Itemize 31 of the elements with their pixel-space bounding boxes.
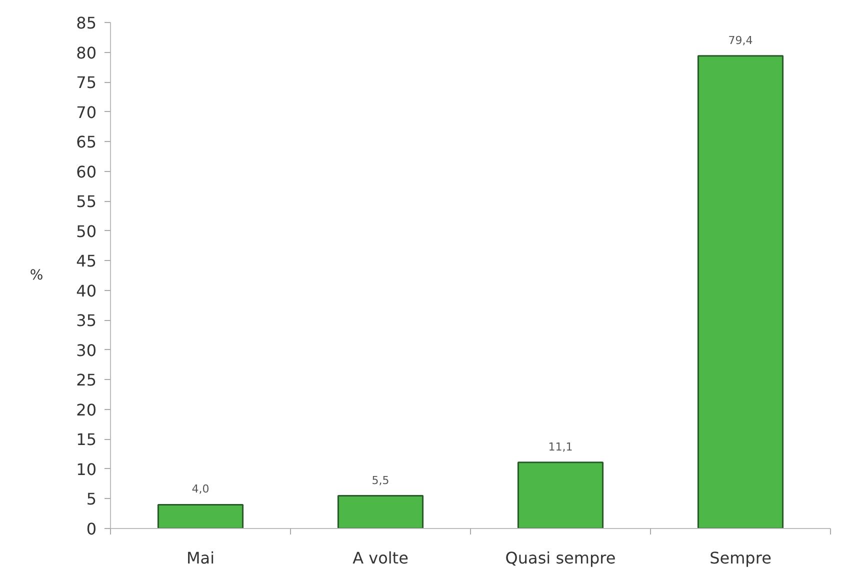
y-tick-label: 40 — [76, 281, 96, 300]
y-tick-label: 55 — [76, 192, 96, 212]
x-tick-label: Quasi sempre — [505, 548, 616, 568]
y-tick-label: 0 — [86, 520, 97, 538]
data-label: 11,1 — [548, 440, 573, 454]
y-tick-label: 30 — [76, 340, 96, 360]
x-tick-label: A volte — [352, 548, 408, 568]
data-label: 4,0 — [192, 482, 210, 496]
y-tick-label: 75 — [76, 73, 96, 92]
data-label: 5,5 — [372, 474, 390, 487]
y-tick-label: 70 — [76, 102, 96, 122]
y-tick-label: 5 — [86, 490, 97, 509]
y-tick-label: 60 — [76, 162, 96, 182]
bar — [337, 495, 424, 528]
y-tick-label: 15 — [76, 430, 96, 450]
y-tick-label: 10 — [76, 460, 96, 479]
bar — [157, 504, 244, 528]
y-tick-label: 25 — [76, 370, 96, 390]
data-label: 79,4 — [728, 34, 753, 47]
y-tick-label: 85 — [76, 14, 96, 32]
x-tick-label: Mai — [186, 548, 215, 568]
x-tick-label: Sempre — [710, 548, 772, 568]
y-tick-label: 80 — [76, 43, 96, 62]
y-axis-title: % — [30, 268, 44, 284]
bar — [517, 462, 604, 528]
y-tick-label: 20 — [76, 400, 96, 420]
y-tick-label: 35 — [76, 311, 96, 330]
y-tick-label: 45 — [76, 252, 96, 271]
bar — [697, 55, 784, 528]
y-tick-label: 50 — [76, 222, 96, 241]
y-tick-label: 65 — [76, 132, 96, 152]
